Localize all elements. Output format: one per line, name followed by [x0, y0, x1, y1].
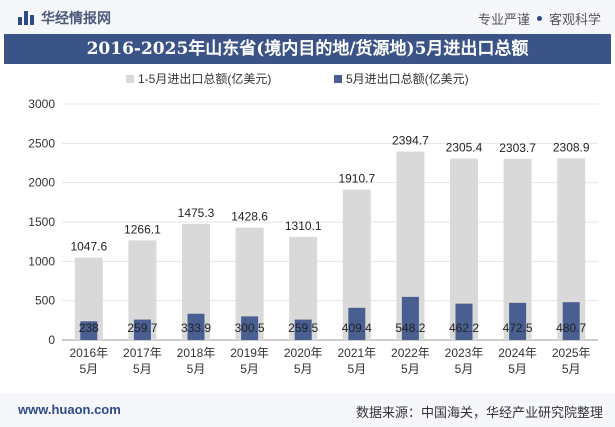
x-tick-label-month: 5月 [347, 362, 366, 376]
data-label-series2: 462.2 [449, 321, 479, 335]
data-label-series1: 1310.1 [285, 219, 322, 233]
data-label-series2: 409.4 [342, 321, 372, 335]
y-tick-label: 0 [48, 333, 55, 347]
y-tick-label: 2000 [28, 176, 55, 190]
x-tick-label-month: 5月 [562, 362, 581, 376]
x-tick-label-month: 5月 [294, 362, 313, 376]
x-tick-label-year: 2021年 [337, 346, 376, 360]
data-label-series2: 333.9 [181, 321, 211, 335]
x-tick-label-year: 2019年 [230, 346, 269, 360]
data-label-series2: 300.5 [235, 321, 265, 335]
data-label-series2: 259.5 [288, 321, 318, 335]
y-tick-label: 1500 [28, 215, 55, 229]
bar-series2 [80, 321, 98, 340]
brand[interactable]: 华经情报网 [18, 8, 111, 28]
bar-chart: 0 500 1000 1500 2000 2500 3000 1-5月进出口总额(亿美元) 5月… [28, 71, 598, 376]
y-tick-label: 3000 [28, 97, 55, 111]
data-label-series2: 259.7 [127, 321, 157, 335]
bar-series2 [294, 319, 312, 340]
y-tick-label: 1000 [28, 254, 55, 268]
legend-label-series1: 1-5月进出口总额(亿美元) [138, 71, 271, 86]
data-label-series1: 1266.1 [124, 222, 161, 236]
data-label-series2: 548.2 [395, 321, 425, 335]
bar-series2 [455, 303, 473, 340]
data-label-series1: 1475.3 [178, 206, 215, 220]
dot-icon [536, 16, 542, 21]
y-tick-label: 2500 [28, 136, 55, 150]
data-label-series1: 2308.9 [553, 140, 590, 154]
x-tick-label-year: 2023年 [445, 346, 484, 360]
data-label-series1: 1910.7 [338, 172, 375, 186]
bar-series2 [509, 302, 527, 340]
data-source: 数据来源：中国海关，华经产业研究院整理 [355, 405, 603, 420]
x-tick-label-year: 2022年 [391, 346, 430, 360]
website-link[interactable]: www.huaon.com [18, 402, 121, 417]
slogan-left: 专业严谨 [477, 12, 530, 27]
bar-series2 [562, 302, 580, 340]
x-tick-label-year: 2016年 [69, 346, 108, 360]
x-tick-label-month: 5月 [240, 362, 259, 376]
data-label-series1: 2305.4 [446, 141, 483, 155]
x-tick-label-year: 2017年 [123, 346, 162, 360]
x-tick-label-month: 5月 [508, 362, 527, 376]
x-tick-label-month: 5月 [401, 362, 420, 376]
brand-name: 华经情报网 [41, 10, 111, 26]
data-label-series1: 1047.6 [70, 240, 107, 254]
data-label-series2: 480.7 [556, 321, 586, 335]
slogan-right: 客观科学 [548, 12, 601, 27]
chart-title: 2016-2025年山东省(境内目的地/货源地)5月进出口总额 [4, 34, 611, 64]
data-label-series1: 2303.7 [499, 141, 536, 155]
bar-series2 [187, 313, 205, 340]
top-bar: 华经情报网 专业严谨 客观科学 [0, 0, 615, 34]
data-label-series1: 2394.7 [392, 134, 429, 148]
x-tick-label-month: 5月 [133, 362, 152, 376]
bar-series2 [348, 307, 366, 340]
x-tick-label-year: 2024年 [498, 346, 537, 360]
y-tick-label: 500 [35, 294, 55, 308]
x-tick-label-year: 2025年 [552, 346, 591, 360]
x-tick-label-month: 5月 [187, 362, 206, 376]
legend-label-series2: 5月进出口总额(亿美元) [346, 71, 469, 86]
data-label-series1: 1428.6 [231, 210, 268, 224]
bar-series2 [133, 319, 151, 340]
bar-series2 [241, 316, 259, 340]
x-tick-label-month: 5月 [79, 362, 98, 376]
data-label-series2: 238 [79, 321, 99, 335]
slogan: 专业严谨 客观科学 [478, 9, 601, 28]
footer: www.huaon.com 数据来源：中国海关，华经产业研究院整理 [0, 393, 615, 427]
bar-series2 [401, 296, 419, 340]
legend-swatch-series2 [334, 75, 342, 83]
x-tick-label-year: 2020年 [284, 346, 323, 360]
data-label-series2: 472.5 [503, 321, 533, 335]
bar-chart-icon [18, 11, 34, 25]
legend-swatch-series1 [126, 75, 134, 83]
x-tick-label-year: 2018年 [177, 346, 216, 360]
x-tick-label-month: 5月 [455, 362, 474, 376]
